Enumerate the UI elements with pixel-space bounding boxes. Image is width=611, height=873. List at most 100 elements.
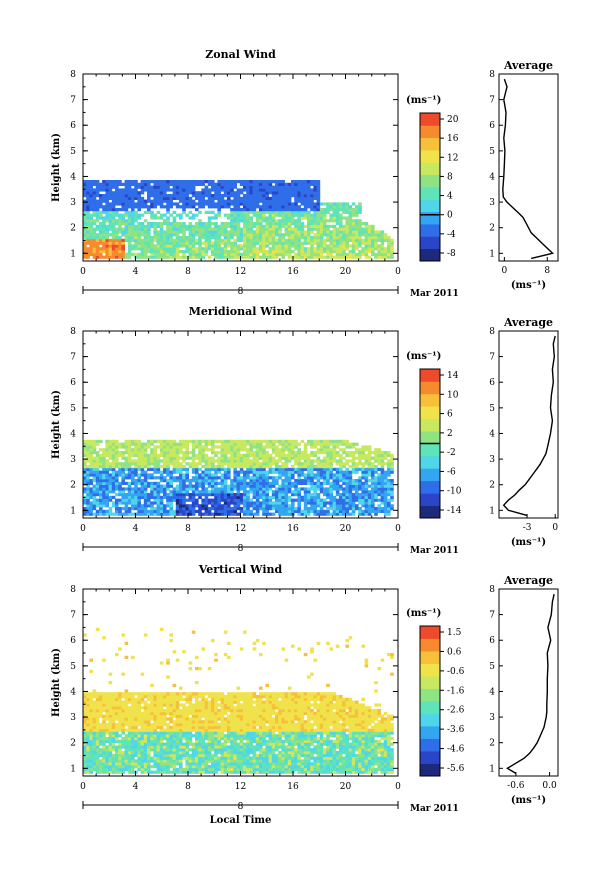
colorbar-swatch bbox=[420, 248, 440, 262]
colorbar: 20 16 12 8 4 0 -4 -8 (ms⁻¹) bbox=[406, 95, 459, 262]
colorbar-frame bbox=[419, 625, 441, 777]
colorbar-tick-label: 12 bbox=[447, 153, 458, 163]
profile-y-tick-label: 1 bbox=[489, 506, 495, 516]
colorbar-swatch bbox=[420, 701, 440, 714]
profile-frame bbox=[498, 588, 559, 777]
y-axis-label: Height (km) bbox=[51, 648, 62, 717]
profile-line bbox=[506, 593, 555, 775]
colorbar-swatch bbox=[420, 651, 440, 664]
colorbar-swatch bbox=[420, 431, 440, 444]
colorbar-tick-label: 20 bbox=[447, 115, 459, 125]
colorbar-tick-label: -2.6 bbox=[447, 706, 465, 716]
heatmap-cells bbox=[83, 180, 394, 259]
heatmap-cells bbox=[83, 627, 394, 774]
colorbar-swatch bbox=[420, 162, 440, 176]
profile-y-tick-label: 4 bbox=[489, 172, 495, 182]
profile-x-label: (ms⁻¹) bbox=[511, 537, 546, 548]
colorbar-unit: (ms⁻¹) bbox=[406, 95, 441, 106]
x-tick-label: 4 bbox=[133, 267, 139, 277]
y-tick-label: 7 bbox=[70, 96, 76, 106]
x-axis-label: Local Time bbox=[210, 815, 272, 826]
colorbar-swatch bbox=[420, 406, 440, 420]
colorbar-swatch bbox=[420, 688, 440, 702]
date-month-label: Mar 2011 bbox=[410, 289, 459, 299]
colorbar-swatch bbox=[420, 738, 440, 752]
profile-y-tick-label: 2 bbox=[489, 224, 495, 234]
profile-line bbox=[502, 78, 555, 260]
y-axis-label: Height (km) bbox=[51, 390, 62, 459]
x-tick-label: 12 bbox=[235, 524, 246, 534]
profile-y-tick-label: 3 bbox=[489, 713, 495, 723]
profile-y-tick-label: 1 bbox=[489, 764, 495, 774]
x-tick-label: 12 bbox=[235, 267, 246, 277]
y-axis-label: Height (km) bbox=[51, 133, 62, 202]
x-tick-label: 8 bbox=[185, 267, 191, 277]
colorbar-swatch bbox=[420, 199, 440, 213]
colorbar-swatch bbox=[420, 211, 440, 225]
profile-title: Average bbox=[503, 59, 553, 72]
date-month-label: Mar 2011 bbox=[410, 804, 459, 814]
profile-frame bbox=[498, 330, 559, 519]
colorbar-swatch bbox=[420, 187, 440, 200]
x-tick-label: 0 bbox=[395, 782, 401, 792]
y-tick-label: 4 bbox=[70, 429, 76, 439]
colorbar: 1.5 0.6 -0.6 -1.6 -2.6 -3.6 -4.6 -5.6 (ms⁻¹) bbox=[406, 608, 465, 777]
profile-y-tick-label: 8 bbox=[489, 327, 495, 337]
x-tick-label: 8 bbox=[185, 524, 191, 534]
colorbar-tick-label: 6 bbox=[447, 410, 453, 420]
colorbar-tick-label: -8 bbox=[447, 249, 456, 259]
x-tick-label: 0 bbox=[80, 524, 86, 534]
colorbar-tick-label: -2 bbox=[447, 448, 456, 458]
colorbar-swatch bbox=[420, 480, 440, 494]
colorbar-swatch bbox=[420, 236, 440, 250]
colorbar-swatch bbox=[420, 468, 440, 482]
colorbar-swatch bbox=[420, 150, 440, 163]
chart-title: Zonal Wind bbox=[205, 48, 276, 61]
colorbar-tick-label: -4 bbox=[447, 230, 456, 240]
colorbar-swatch bbox=[420, 638, 440, 652]
x-tick-label: 0 bbox=[80, 267, 86, 277]
profile-x-tick-label: 0 bbox=[501, 266, 507, 276]
x-tick-label: 16 bbox=[287, 524, 299, 534]
colorbar-swatch bbox=[420, 113, 440, 126]
y-tick-label: 1 bbox=[70, 249, 76, 259]
y-tick-label: 8 bbox=[70, 327, 76, 337]
x-tick-label: 20 bbox=[340, 782, 352, 792]
colorbar-unit: (ms⁻¹) bbox=[406, 351, 441, 362]
x-tick-label: 0 bbox=[395, 267, 401, 277]
y-tick-label: 6 bbox=[70, 636, 76, 646]
x-tick-label: 0 bbox=[395, 524, 401, 534]
colorbar-tick-label: -5.6 bbox=[447, 764, 465, 774]
profile-y-tick-label: 2 bbox=[489, 481, 495, 491]
profile-y-tick-label: 2 bbox=[489, 739, 495, 749]
colorbar-swatch bbox=[420, 224, 440, 237]
y-tick-label: 4 bbox=[70, 687, 76, 697]
colorbar-tick-label: -0.6 bbox=[447, 667, 465, 677]
x-tick-label: 16 bbox=[287, 267, 299, 277]
average-profile: Average 1 2 3 4 5 6 7 8 0 8 (ms⁻¹) bbox=[489, 59, 559, 291]
y-tick-label: 3 bbox=[70, 198, 76, 208]
colorbar-swatch bbox=[420, 381, 440, 395]
date-month-label: Mar 2011 bbox=[410, 546, 459, 556]
x-tick-label: 0 bbox=[80, 782, 86, 792]
profile-y-tick-label: 5 bbox=[489, 662, 495, 672]
y-tick-label: 4 bbox=[70, 172, 76, 182]
profile-y-tick-label: 3 bbox=[489, 198, 495, 208]
profile-y-tick-label: 8 bbox=[489, 585, 495, 595]
colorbar-swatch bbox=[420, 663, 440, 677]
profile-y-tick-label: 8 bbox=[489, 70, 495, 80]
colorbar-tick-label: 1.5 bbox=[447, 628, 462, 638]
profile-x-tick-label: -0.6 bbox=[507, 781, 525, 791]
profile-y-tick-label: 4 bbox=[489, 687, 495, 697]
heatmap-cells bbox=[83, 439, 394, 516]
profile-y-tick-label: 4 bbox=[489, 429, 495, 439]
profile-y-tick-label: 5 bbox=[489, 404, 495, 414]
profile-y-tick-label: 6 bbox=[489, 378, 495, 388]
y-tick-label: 8 bbox=[70, 70, 76, 80]
average-profile: Average 1 2 3 4 5 6 7 8 -3 0 (ms⁻¹) bbox=[489, 316, 559, 548]
y-tick-label: 2 bbox=[70, 739, 76, 749]
colorbar-swatch bbox=[420, 763, 440, 777]
colorbar-swatch bbox=[420, 676, 440, 689]
